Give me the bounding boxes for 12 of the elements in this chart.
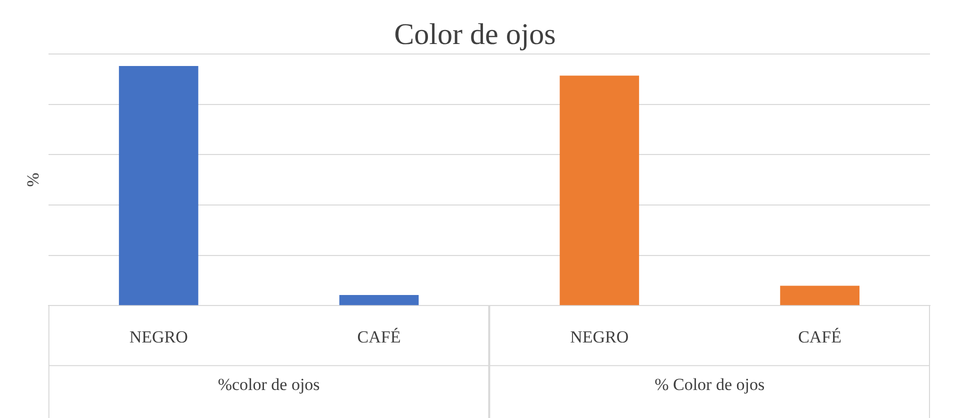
x-tick-label: CAFÉ bbox=[798, 327, 842, 346]
x-tick-label: CAFÉ bbox=[357, 327, 401, 346]
bar bbox=[560, 76, 640, 306]
bar bbox=[780, 286, 860, 306]
x-tick-label: NEGRO bbox=[129, 327, 188, 346]
x-tick-label: NEGRO bbox=[570, 327, 629, 346]
text: % Color de ojos bbox=[654, 375, 765, 394]
text: %color de ojos bbox=[218, 375, 320, 394]
bar bbox=[118, 66, 198, 306]
bar bbox=[339, 295, 419, 306]
y-axis-title: % bbox=[24, 172, 43, 187]
chart-title: Color de ojos bbox=[394, 18, 556, 51]
